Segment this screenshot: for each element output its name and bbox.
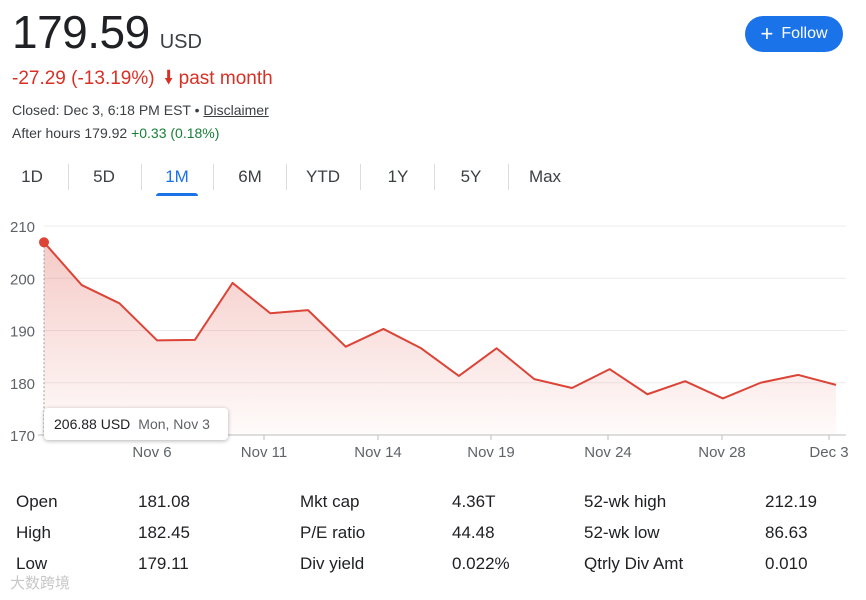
disclaimer-link[interactable]: Disclaimer <box>203 102 269 118</box>
closed-text: Closed: Dec 3, 6:18 PM EST <box>12 102 191 118</box>
after-hours-label: After hours 179.92 <box>12 125 128 141</box>
tab-separator <box>213 164 214 190</box>
tab-max[interactable]: Max <box>528 167 562 186</box>
separator-dot: • <box>194 102 204 118</box>
tab-1d[interactable]: 1D <box>21 167 43 186</box>
stat-label-div-yield: Div yield <box>300 554 365 573</box>
stat-value-52-wk-high: 212.19 <box>765 492 817 511</box>
tab-1m[interactable]: 1M <box>156 160 198 196</box>
x-tick-label: Nov 14 <box>354 444 402 461</box>
stat-label-open: Open <box>16 492 58 511</box>
follow-button[interactable]: + Follow <box>745 16 843 52</box>
y-tick-label: 200 <box>10 271 35 288</box>
stat-value-qtrly-div-amt: 0.010 <box>765 554 808 573</box>
tab-separator <box>286 164 287 190</box>
price-change: -27.29 (-13.19%) 🠛 past month <box>12 64 273 96</box>
stat-label-low: Low <box>16 554 48 573</box>
follow-label: Follow <box>781 25 828 42</box>
stat-value-open: 181.08 <box>138 492 190 511</box>
y-tick-label: 190 <box>10 324 35 341</box>
stat-label-qtrly-div-amt: Qtrly Div Amt <box>584 554 684 573</box>
change-value: -27.29 (-13.19%) <box>12 68 155 89</box>
price-area <box>44 242 836 435</box>
current-price: 179.59 <box>12 6 150 58</box>
y-tick-label: 170 <box>10 428 35 445</box>
watermark-logo: 大数跨境 <box>10 575 71 592</box>
stat-label-high: High <box>16 523 51 542</box>
tooltip-date: Mon, Nov 3 <box>138 416 210 432</box>
price-header: 179.59 USD <box>12 4 202 60</box>
stat-value-div-yield: 0.022% <box>452 554 510 573</box>
x-tick-label: Nov 6 <box>132 444 171 461</box>
change-period: past month <box>178 68 273 89</box>
chart-tooltip: 206.88 USD Mon, Nov 3 <box>44 408 228 440</box>
tab-separator <box>68 164 69 190</box>
tooltip-value: 206.88 USD <box>54 416 131 432</box>
after-hours-change: +0.33 (0.18%) <box>131 125 220 141</box>
stat-value-p-e-ratio: 44.48 <box>452 523 495 542</box>
price-line <box>43 241 837 400</box>
x-tick-label: Dec 3 <box>809 444 848 461</box>
x-tick-label: Nov 28 <box>698 444 746 461</box>
tab-separator <box>141 164 142 190</box>
tab-6m[interactable]: 6M <box>238 167 262 186</box>
stat-value-low: 179.11 <box>138 554 189 573</box>
stat-label-52-wk-low: 52-wk low <box>584 523 660 542</box>
closed-info: Closed: Dec 3, 6:18 PM EST • Disclaimer <box>12 102 269 118</box>
tab-separator <box>508 164 509 190</box>
time-range-tabs: 1D 5D 1M 6M YTD 1Y 5Y Max <box>0 160 866 196</box>
tab-5d[interactable]: 5D <box>93 167 115 186</box>
x-tick-label: Nov 19 <box>467 444 515 461</box>
tab-ytd[interactable]: YTD <box>306 167 340 186</box>
y-tick-label: 180 <box>10 376 35 393</box>
x-tick-label: Nov 24 <box>584 444 632 461</box>
stat-label-mkt-cap: Mkt cap <box>300 492 360 511</box>
stat-value-high: 182.45 <box>138 523 190 542</box>
stat-label-52-wk-high: 52-wk high <box>584 492 667 511</box>
stat-value-52-wk-low: 86.63 <box>765 523 808 542</box>
stat-label-p-e-ratio: P/E ratio <box>300 523 366 542</box>
tab-1y[interactable]: 1Y <box>387 167 409 186</box>
currency-label: USD <box>159 31 202 53</box>
stat-value-mkt-cap: 4.36T <box>452 492 496 511</box>
tab-separator <box>360 164 361 190</box>
y-tick-label: 210 <box>10 219 35 236</box>
tab-separator <box>434 164 435 190</box>
arrow-down-icon: 🠛 <box>163 68 174 89</box>
x-tick-label: Nov 11 <box>241 444 287 461</box>
hover-point <box>39 237 49 248</box>
after-hours-info: After hours 179.92 +0.33 (0.18%) <box>12 125 219 141</box>
plus-icon: + <box>760 21 774 46</box>
tab-5y[interactable]: 5Y <box>460 167 482 186</box>
